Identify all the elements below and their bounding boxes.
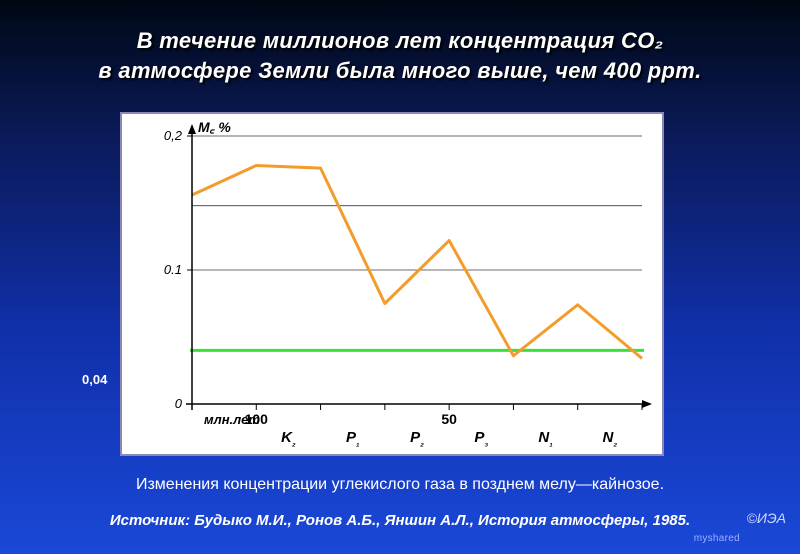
title-line-2: в атмосфере Земли была много выше, чем 4…	[98, 58, 701, 83]
co2-chart: 00.10,2M꜀ %10050млн.летK₂P₁P₂P₃N₁N₂	[120, 112, 664, 456]
svg-text:M꜀ %: M꜀ %	[198, 119, 231, 135]
reference-label-004: 0,04	[82, 372, 107, 387]
slide-title: В течение миллионов лет концентрация CO₂…	[40, 26, 760, 85]
svg-text:0.1: 0.1	[164, 262, 182, 277]
svg-text:P₃: P₃	[474, 429, 488, 449]
svg-text:0,2: 0,2	[164, 128, 183, 143]
title-line-1: В течение миллионов лет концентрация CO₂	[137, 28, 664, 53]
svg-text:K₂: K₂	[281, 429, 296, 449]
chart-caption: Изменения концентрации углекислого газа …	[0, 476, 800, 494]
svg-text:0: 0	[175, 396, 183, 411]
chart-svg: 00.10,2M꜀ %10050млн.летK₂P₁P₂P₃N₁N₂	[122, 114, 662, 454]
copyright-watermark: ©ИЭА	[747, 510, 786, 526]
svg-text:50: 50	[441, 411, 457, 427]
source-citation: Источник: Будыко М.И., Ронов А.Б., Яншин…	[0, 512, 800, 529]
svg-text:N₁: N₁	[538, 429, 553, 449]
svg-text:N₂: N₂	[603, 429, 618, 449]
slide-root: В течение миллионов лет концентрация CO₂…	[0, 0, 800, 554]
svg-text:P₁: P₁	[346, 429, 360, 449]
svg-text:млн.лет: млн.лет	[204, 412, 260, 427]
svg-text:P₂: P₂	[410, 429, 424, 449]
myshared-watermark: myshared	[694, 533, 740, 544]
